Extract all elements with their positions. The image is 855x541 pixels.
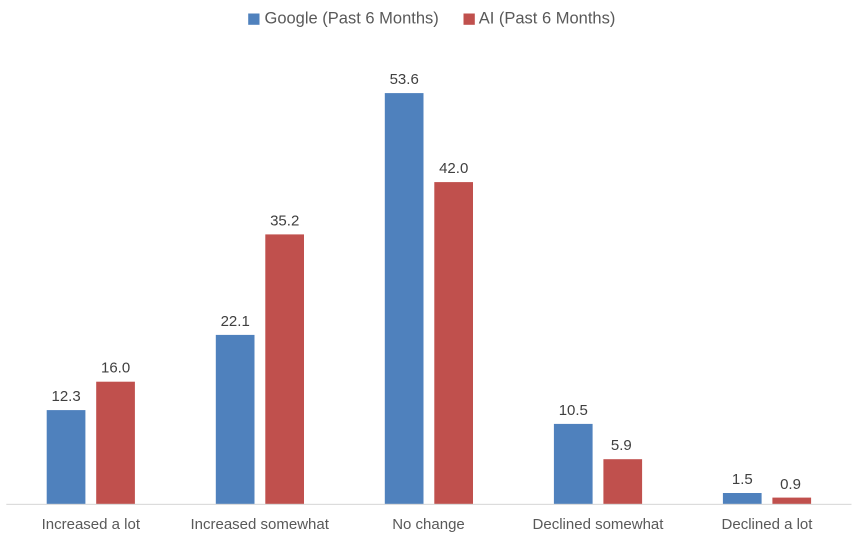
svg-text:22.1: 22.1 (221, 313, 250, 330)
svg-text:53.6: 53.6 (390, 71, 419, 88)
svg-text:16.0: 16.0 (101, 360, 130, 377)
svg-text:Google (Past 6 Months): Google (Past 6 Months) (265, 9, 439, 27)
svg-text:No change: No change (392, 516, 465, 533)
svg-text:35.2: 35.2 (270, 212, 299, 229)
svg-text:10.5: 10.5 (559, 402, 588, 419)
svg-text:5.9: 5.9 (611, 437, 632, 454)
svg-text:1.5: 1.5 (732, 471, 753, 488)
svg-text:Declined a lot: Declined a lot (722, 516, 814, 533)
svg-text:AI (Past 6 Months): AI (Past 6 Months) (479, 9, 616, 27)
svg-text:Increased a lot: Increased a lot (42, 516, 141, 533)
svg-text:Increased somewhat: Increased somewhat (190, 516, 329, 533)
svg-text:0.9: 0.9 (780, 476, 801, 493)
svg-text:12.3: 12.3 (51, 388, 80, 405)
svg-text:Declined somewhat: Declined somewhat (533, 516, 665, 533)
svg-text:42.0: 42.0 (439, 160, 468, 177)
